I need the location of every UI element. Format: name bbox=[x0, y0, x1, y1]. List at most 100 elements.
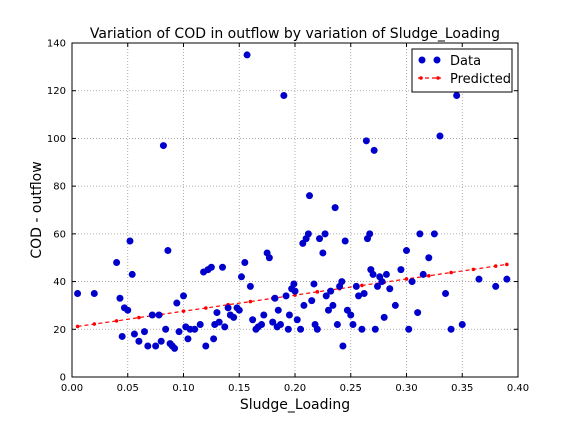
data-point bbox=[324, 306, 332, 314]
data-point bbox=[331, 204, 339, 212]
legend-box bbox=[411, 48, 513, 93]
y-tick-label: 100 bbox=[47, 134, 66, 145]
data-point bbox=[230, 313, 238, 321]
data-point bbox=[171, 344, 179, 352]
data-point bbox=[224, 304, 232, 312]
data-point bbox=[397, 266, 405, 274]
predicted-line bbox=[77, 263, 507, 328]
data-point bbox=[492, 282, 500, 290]
y-tick-label: 80 bbox=[53, 182, 66, 193]
data-point bbox=[338, 278, 346, 286]
data-point bbox=[243, 51, 251, 59]
x-tick-label: 0.30 bbox=[395, 383, 417, 394]
data-point bbox=[155, 311, 163, 319]
data-point bbox=[285, 311, 293, 319]
y-tick-label: 140 bbox=[47, 39, 66, 50]
data-point bbox=[378, 278, 386, 286]
data-point bbox=[458, 321, 466, 329]
x-tick-label: 0.35 bbox=[451, 383, 473, 394]
data-point bbox=[116, 294, 124, 302]
data-point bbox=[280, 91, 288, 99]
data-point bbox=[159, 142, 167, 150]
data-point bbox=[319, 249, 327, 257]
data-point bbox=[219, 263, 227, 271]
predicted-point bbox=[449, 270, 453, 275]
data-point bbox=[202, 342, 210, 350]
data-point bbox=[265, 254, 273, 262]
predicted-point bbox=[75, 324, 80, 329]
data-point bbox=[362, 137, 370, 145]
predicted-point bbox=[404, 277, 409, 281]
data-point bbox=[380, 313, 388, 321]
data-point bbox=[453, 91, 461, 99]
predicted-point bbox=[427, 274, 431, 278]
data-point bbox=[90, 290, 98, 297]
data-point bbox=[291, 287, 299, 295]
data-point bbox=[360, 290, 368, 297]
data-point bbox=[430, 230, 438, 238]
data-point bbox=[386, 285, 394, 293]
data-point bbox=[300, 301, 308, 309]
x-tick-label: 0.00 bbox=[61, 383, 83, 394]
x-tick-label: 0.20 bbox=[284, 383, 306, 394]
data-point bbox=[310, 280, 318, 288]
data-point bbox=[414, 309, 422, 317]
data-point bbox=[246, 282, 254, 290]
data-point bbox=[235, 306, 243, 314]
data-point bbox=[140, 328, 148, 336]
predicted-point bbox=[315, 290, 320, 294]
data-point bbox=[249, 316, 257, 324]
legend: Data Predicted bbox=[411, 48, 513, 93]
data-point bbox=[503, 275, 511, 283]
data-point bbox=[416, 230, 424, 238]
data-point bbox=[313, 325, 321, 333]
data-point bbox=[391, 301, 399, 309]
data-point bbox=[366, 230, 374, 238]
data-point bbox=[374, 282, 382, 290]
data-point bbox=[277, 321, 285, 329]
y-tick-label: 60 bbox=[53, 229, 66, 240]
data-point bbox=[304, 230, 312, 238]
data-series bbox=[74, 51, 511, 352]
y-tick-label: 40 bbox=[53, 277, 66, 288]
predicted-point bbox=[181, 309, 186, 313]
predicted-point bbox=[493, 264, 498, 268]
data-point bbox=[371, 325, 379, 333]
data-point bbox=[274, 306, 282, 314]
data-point bbox=[124, 306, 132, 314]
predicted-point bbox=[92, 322, 97, 326]
data-point bbox=[447, 325, 455, 333]
data-point bbox=[308, 297, 316, 305]
y-tick-label: 20 bbox=[53, 325, 66, 336]
data-point bbox=[184, 335, 192, 343]
data-point bbox=[369, 270, 377, 278]
y-axis-label: COD - outflow bbox=[29, 161, 45, 258]
data-point bbox=[74, 290, 82, 297]
data-point bbox=[305, 192, 313, 200]
predicted-point bbox=[505, 262, 509, 267]
data-point bbox=[164, 247, 172, 255]
legend-predicted-label: Predicted bbox=[450, 72, 511, 87]
data-point bbox=[144, 342, 152, 350]
data-point bbox=[258, 321, 266, 329]
data-point bbox=[180, 292, 187, 300]
predicted-point bbox=[248, 299, 253, 304]
data-point bbox=[403, 247, 410, 255]
x-axis-label: Sludge_Loading bbox=[240, 397, 350, 413]
predicted-point bbox=[360, 283, 364, 288]
data-point bbox=[221, 323, 229, 331]
data-point bbox=[408, 278, 416, 286]
predicted-point bbox=[137, 315, 141, 320]
data-point bbox=[290, 280, 298, 288]
predicted-point bbox=[114, 319, 119, 323]
data-point bbox=[316, 235, 324, 243]
data-point bbox=[130, 330, 138, 338]
data-point bbox=[196, 321, 204, 329]
y-axis: 0 20 40 60 80 100 120 140 bbox=[47, 39, 518, 384]
data-point bbox=[321, 230, 329, 238]
data-point bbox=[128, 270, 136, 278]
y-tick-label: 0 bbox=[60, 373, 66, 384]
legend-data-marker bbox=[433, 56, 441, 64]
data-point bbox=[215, 318, 223, 326]
